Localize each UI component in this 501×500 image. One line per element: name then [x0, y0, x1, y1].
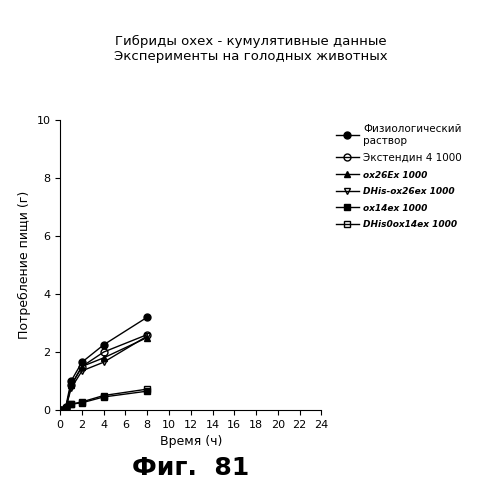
- DHis-ox26ex 1000: [68, 385, 74, 391]
- DHis0ox14ex 1000: [79, 399, 85, 405]
- Экстендин 4 1000: [101, 349, 107, 355]
- Legend: Физиологический
раствор, Экстендин 4 1000, ox26Ex 1000, DHis-ox26ex 1000, ox14ex: Физиологический раствор, Экстендин 4 100…: [331, 120, 465, 234]
- Физиологический
раствор: [57, 407, 63, 413]
- Line: DHis-ox26ex 1000: DHis-ox26ex 1000: [57, 332, 150, 413]
- ox14ex 1000: [101, 394, 107, 400]
- DHis-ox26ex 1000: [79, 368, 85, 374]
- DHis-ox26ex 1000: [63, 406, 69, 411]
- Физиологический
раствор: [63, 404, 69, 410]
- ox26Ex 1000: [144, 334, 150, 340]
- DHis0ox14ex 1000: [57, 407, 63, 413]
- Экстендин 4 1000: [68, 382, 74, 388]
- Экстендин 4 1000: [79, 364, 85, 370]
- DHis0ox14ex 1000: [144, 386, 150, 392]
- Text: Фиг.  81: Фиг. 81: [132, 456, 249, 480]
- ox26Ex 1000: [63, 406, 69, 411]
- ox14ex 1000: [63, 406, 69, 411]
- ox14ex 1000: [79, 400, 85, 406]
- DHis-ox26ex 1000: [101, 359, 107, 365]
- ox14ex 1000: [68, 401, 74, 407]
- DHis0ox14ex 1000: [68, 401, 74, 407]
- ox26Ex 1000: [101, 355, 107, 361]
- Физиологический
раствор: [144, 314, 150, 320]
- Экстендин 4 1000: [57, 407, 63, 413]
- Физиологический
раствор: [101, 342, 107, 348]
- ox14ex 1000: [144, 388, 150, 394]
- ox14ex 1000: [57, 407, 63, 413]
- Line: Физиологический
раствор: Физиологический раствор: [57, 314, 150, 414]
- Экстендин 4 1000: [63, 406, 69, 411]
- X-axis label: Время (ч): Время (ч): [159, 436, 221, 448]
- DHis0ox14ex 1000: [63, 406, 69, 411]
- Физиологический
раствор: [79, 359, 85, 365]
- ox26Ex 1000: [79, 364, 85, 370]
- Экстендин 4 1000: [144, 332, 150, 338]
- ox26Ex 1000: [57, 407, 63, 413]
- Y-axis label: Потребление пищи (г): Потребление пищи (г): [18, 191, 31, 339]
- Line: Экстендин 4 1000: Экстендин 4 1000: [57, 331, 150, 413]
- DHis-ox26ex 1000: [144, 333, 150, 339]
- DHis-ox26ex 1000: [57, 407, 63, 413]
- ox26Ex 1000: [68, 382, 74, 388]
- Text: Гибриды охех - кумулятивные данные
Эксперименты на голодных животных: Гибриды охех - кумулятивные данные Экспе…: [114, 35, 387, 63]
- DHis0ox14ex 1000: [101, 392, 107, 398]
- Физиологический
раствор: [68, 378, 74, 384]
- Line: ox14ex 1000: ox14ex 1000: [57, 388, 150, 413]
- Line: DHis0ox14ex 1000: DHis0ox14ex 1000: [57, 386, 150, 413]
- Line: ox26Ex 1000: ox26Ex 1000: [57, 334, 150, 413]
